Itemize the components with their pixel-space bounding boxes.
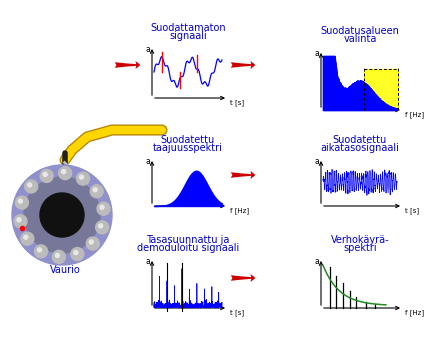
Text: Suodatettu: Suodatettu <box>333 135 387 145</box>
Circle shape <box>55 253 60 258</box>
Circle shape <box>25 180 38 193</box>
Circle shape <box>34 245 48 258</box>
Circle shape <box>62 170 65 174</box>
Circle shape <box>71 248 84 261</box>
Text: t [s]: t [s] <box>405 207 419 214</box>
Text: t [s]: t [s] <box>230 99 244 106</box>
Text: f [Hz]: f [Hz] <box>230 207 249 214</box>
Circle shape <box>14 215 27 228</box>
Text: valinta: valinta <box>343 34 377 44</box>
Text: taajuusspektri: taajuusspektri <box>153 143 223 153</box>
Text: t [s]: t [s] <box>230 309 244 316</box>
Circle shape <box>76 172 90 185</box>
Text: a: a <box>314 257 319 266</box>
Circle shape <box>90 185 103 198</box>
Circle shape <box>99 224 103 228</box>
Circle shape <box>52 250 65 263</box>
Text: Verhokäyrä-: Verhokäyrä- <box>331 235 389 245</box>
Text: Suodatettu: Suodatettu <box>161 135 215 145</box>
Text: demoduloitu signaali: demoduloitu signaali <box>137 243 239 253</box>
Circle shape <box>24 177 100 253</box>
Text: a: a <box>145 45 150 54</box>
Circle shape <box>96 221 109 234</box>
Circle shape <box>15 196 28 209</box>
Circle shape <box>89 240 94 244</box>
Text: a: a <box>314 49 319 58</box>
Circle shape <box>93 188 97 192</box>
Text: signaali: signaali <box>169 31 207 41</box>
Circle shape <box>74 251 78 254</box>
Circle shape <box>24 235 28 239</box>
Text: spektri: spektri <box>343 243 377 253</box>
Text: a: a <box>145 257 150 266</box>
Text: Suodattamaton: Suodattamaton <box>150 23 226 33</box>
Text: aikatasosignaali: aikatasosignaali <box>320 143 400 153</box>
Circle shape <box>18 199 23 203</box>
Circle shape <box>17 218 21 222</box>
Text: a: a <box>314 157 319 166</box>
Circle shape <box>43 172 47 176</box>
Circle shape <box>59 167 72 180</box>
Circle shape <box>28 183 32 187</box>
FancyBboxPatch shape <box>364 69 398 110</box>
Circle shape <box>40 169 53 182</box>
Circle shape <box>97 202 110 215</box>
Text: Tasasuunnattu ja: Tasasuunnattu ja <box>146 235 230 245</box>
Text: f [Hz]: f [Hz] <box>405 111 424 118</box>
Circle shape <box>40 193 84 237</box>
Text: Vaurio: Vaurio <box>24 233 81 275</box>
Circle shape <box>12 165 112 265</box>
Circle shape <box>100 205 104 209</box>
Circle shape <box>79 175 83 179</box>
Circle shape <box>86 237 99 250</box>
Text: f [Hz]: f [Hz] <box>405 309 424 316</box>
Circle shape <box>37 248 42 252</box>
Text: Suodatusalueen: Suodatusalueen <box>320 26 400 36</box>
Text: a: a <box>145 157 150 166</box>
Circle shape <box>21 232 34 245</box>
